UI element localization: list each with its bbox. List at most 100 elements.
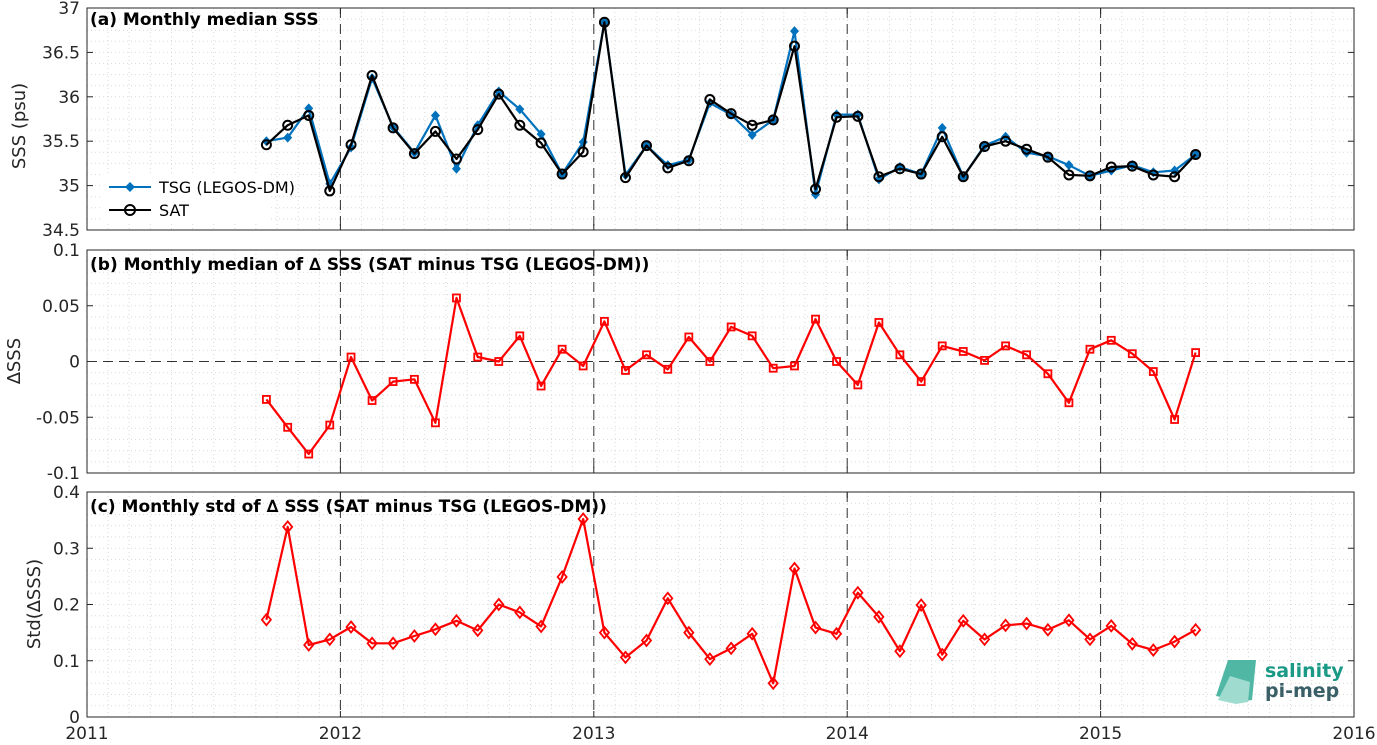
x-tick-label: 2013 xyxy=(572,724,615,744)
data-point xyxy=(619,650,632,665)
data-point xyxy=(641,140,653,152)
data-point xyxy=(746,119,758,131)
data-point xyxy=(830,626,843,641)
data-point xyxy=(1063,169,1075,181)
y-tick-label: -0.05 xyxy=(36,408,80,428)
y-tick-label: 0.2 xyxy=(53,596,80,616)
data-point xyxy=(514,119,526,131)
data-point xyxy=(768,363,778,373)
data-point xyxy=(874,318,884,327)
data-point xyxy=(345,139,357,151)
data-point xyxy=(472,124,484,136)
data-point xyxy=(725,108,737,120)
legend-marker-tsg xyxy=(125,182,135,192)
panel-a-monthly-median-sss: 34.5 35 35.5 36 36.5 37 (a) Monthly median SS… xyxy=(9,0,1355,241)
data-point xyxy=(1084,170,1096,182)
y-tick-label: 0.1 xyxy=(53,241,80,261)
data-point xyxy=(662,591,674,606)
data-point xyxy=(387,122,399,134)
data-point xyxy=(957,613,969,628)
data-point xyxy=(556,570,568,584)
panel-c-y-axis-label: Std(∆SSS) xyxy=(24,559,45,649)
data-point xyxy=(1020,616,1033,631)
axes-frame xyxy=(86,491,1355,718)
y-tick-label: 35.5 xyxy=(42,132,80,152)
data-point xyxy=(1042,151,1054,163)
x-tick-label: 2014 xyxy=(826,724,869,744)
data-point xyxy=(853,380,863,390)
data-point xyxy=(895,350,905,360)
data-point xyxy=(684,332,694,342)
panel-b-median-delta-sss: -0.1 -0.05 0 0.05 0.1 (b) Monthly median of … xyxy=(4,241,1355,484)
data-point xyxy=(1085,344,1095,354)
data-point xyxy=(388,377,398,386)
y-tick-label: 0.3 xyxy=(53,539,80,559)
data-point xyxy=(767,676,779,691)
data-point xyxy=(746,626,758,641)
data-point xyxy=(324,185,336,197)
data-point xyxy=(873,609,885,624)
data-point xyxy=(536,129,546,140)
data-point xyxy=(1105,161,1117,173)
data-point xyxy=(366,636,378,651)
data-point xyxy=(788,40,800,52)
data-point xyxy=(1064,398,1074,408)
data-point xyxy=(577,146,589,158)
data-point xyxy=(450,153,462,165)
data-point xyxy=(915,168,927,180)
data-point xyxy=(790,361,799,371)
data-point xyxy=(282,519,294,534)
data-point xyxy=(494,86,504,97)
data-point xyxy=(747,129,757,140)
y-tick-label: 37 xyxy=(58,0,80,19)
salinity-pi-mep-logo: salinity pi-mep xyxy=(1216,660,1344,704)
data-point xyxy=(452,293,461,303)
data-point xyxy=(662,162,674,174)
data-point xyxy=(450,613,463,628)
data-point xyxy=(493,597,505,612)
data-point xyxy=(409,374,419,384)
data-point xyxy=(577,512,589,526)
legend-label-sat: SAT xyxy=(159,201,189,220)
data-point xyxy=(663,364,673,374)
data-point xyxy=(767,114,779,126)
data-point xyxy=(642,350,651,360)
y-tick-label: 0 xyxy=(69,353,80,373)
data-point xyxy=(1126,160,1138,172)
data-point xyxy=(936,131,948,143)
data-point xyxy=(936,647,948,662)
data-point xyxy=(345,620,357,634)
data-point xyxy=(536,381,546,391)
data-point xyxy=(1148,367,1158,376)
data-point xyxy=(725,641,737,656)
data-point xyxy=(619,172,631,184)
data-point xyxy=(430,110,440,121)
panel-0-series-group xyxy=(260,16,1202,200)
x-tick-label: 2015 xyxy=(1079,724,1122,744)
series-line-1 xyxy=(265,21,1197,192)
data-point xyxy=(429,125,441,137)
y-tick-label: 0.1 xyxy=(53,652,80,672)
data-point xyxy=(493,88,505,100)
panel-c-title: (c) Monthly std of ∆ SSS (SAT minus TSG … xyxy=(90,497,607,517)
data-point xyxy=(683,625,695,640)
data-point xyxy=(1106,335,1116,345)
data-point xyxy=(788,561,801,576)
data-point xyxy=(346,352,356,362)
data-point xyxy=(600,316,609,326)
data-point xyxy=(408,148,420,160)
y-tick-label: 36.5 xyxy=(42,43,80,63)
data-point xyxy=(916,377,926,386)
panel-a-y-axis-label: SSS (psu) xyxy=(9,83,30,169)
legend: TSG (LEGOS-DM) SAT xyxy=(103,174,295,224)
data-point xyxy=(282,119,294,131)
data-point xyxy=(387,636,399,651)
data-point xyxy=(1043,369,1053,379)
panel-b-y-axis-label: ∆SSS xyxy=(4,338,25,385)
data-point xyxy=(747,331,757,341)
panel-2-axes: 0 0.1 0.2 0.3 0.4 2011 2012 2013 2014 2015 2016 xyxy=(53,483,1376,744)
data-point xyxy=(1084,632,1096,647)
y-tick-label: 34.5 xyxy=(42,221,80,241)
legend-marker-sat xyxy=(124,204,136,216)
